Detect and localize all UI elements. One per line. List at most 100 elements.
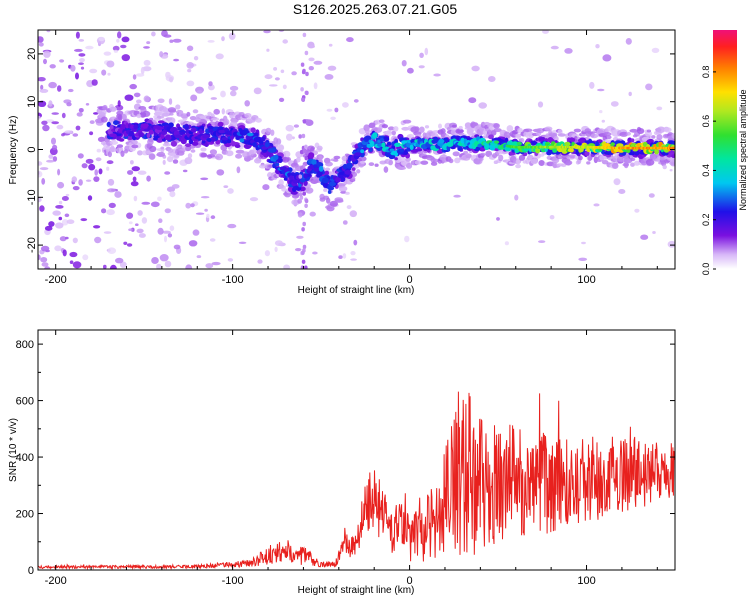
spectrogram-noise-cell [142,66,152,72]
spectrogram-noise-cell [54,245,62,252]
spectrogram-streak-cell [298,174,303,179]
spectrogram-noise-cell [129,83,137,90]
spectrogram-noise-cell [578,257,588,261]
spectrogram-track-cell [234,144,241,149]
snr-ytick-label: 200 [16,509,34,521]
spectrogram-noise-cell [38,161,43,166]
spectrogram-noise-cell [280,69,285,74]
spectrogram-halo-cell [333,155,341,160]
spectrogram-xtick-label: 100 [577,274,595,286]
spectrogram-noise-cell [263,30,271,34]
snr-xtick-label: -100 [222,575,244,587]
spectrogram-halo-cell [149,145,157,153]
spectrogram-halo-cell [213,108,220,115]
spectrogram-noise-cell [184,157,193,165]
spectrogram-halo-cell [479,157,484,161]
spectrogram-halo-cell [359,156,367,162]
spectrogram-noise-cell [72,261,82,269]
spectrogram-noise-cell [334,107,339,113]
spectrogram-noise-cell [128,221,133,225]
spectrogram-track-cell [185,143,191,148]
spectrogram-track-cell [364,135,372,141]
spectrogram-halo-cell [523,128,533,133]
spectrogram-noise-cell [40,84,44,90]
spectrogram-noise-cell [581,241,586,245]
spectrogram-noise-cell [175,104,181,110]
spectrogram-noise-cell [338,255,343,259]
spectrogram-noise-cell [193,56,199,61]
spectrogram-noise-cell [132,74,137,80]
spectrogram-halo-cell [516,158,521,165]
spectrogram-track-cell [133,124,138,130]
spectrogram-noise-cell [94,236,102,244]
spectrogram-noise-cell [75,72,79,80]
spectrogram-track-cell [260,136,266,142]
spectrogram-track-cell [546,150,552,156]
spectrogram-noise-cell [227,258,234,262]
snr-ytick-label: 800 [16,339,34,351]
spectrogram-track-cell [226,138,232,144]
spectrogram-noise-cell [669,169,673,172]
spectrogram-noise-cell [478,102,488,109]
spectrogram-track-cell [218,129,226,134]
spectrogram-track-cell [383,136,390,142]
spectrogram-halo-cell [419,126,425,133]
spectrogram-halo-cell [626,131,631,136]
spectrogram-halo-cell [235,149,245,154]
spectrogram-halo-cell [515,133,522,140]
spectrogram-track-cell [308,152,315,159]
spectrogram-noise-cell [59,236,67,242]
spectrogram-streak-cell [302,149,307,154]
spectrogram-track-cell [290,190,298,195]
spectrogram-halo-cell [121,113,127,121]
spectrogram-noise-cell [57,85,62,92]
spectrogram-track-cell [295,186,302,192]
spectrogram-track-cell [354,152,362,157]
spectrogram-halo-cell [162,143,171,147]
spectrogram-halo-cell [142,110,151,117]
spectrogram-noise-cell [48,154,54,159]
spectrogram-noise-cell [131,227,135,232]
spectrogram-noise-cell [274,240,283,247]
spectrogram-halo-cell [345,191,350,195]
spectrogram-halo-cell [136,113,142,119]
spectrogram-halo-cell [102,104,108,111]
spectrogram-noise-cell [162,159,166,165]
spectrogram-noise-cell [150,201,160,208]
spectrogram-track-cell [324,170,329,176]
snr-frame [37,329,676,571]
spectrogram-ytick-label: 10 [26,96,38,108]
spectrogram-noise-cell [168,98,173,105]
spectrogram-track-cell [372,132,378,139]
spectrogram-noise-cell [342,253,347,259]
spectrogram-track-cell [198,128,203,135]
spectrogram-noise-cell [103,231,112,234]
spectrogram-track-cell [188,139,194,145]
spectrogram-noise-cell [285,124,294,132]
spectrogram-track-cell [457,146,463,151]
spectrogram-halo-cell [162,107,170,113]
spectrogram-noise-cell [419,52,424,58]
spectrogram-track-cell [344,170,352,175]
spectrogram-noise-cell [103,51,112,56]
spectrogram-noise-cell [38,115,41,120]
spectrogram-halo-cell [120,150,125,157]
spectrogram-halo-cell [160,146,165,150]
spectrogram-halo-cell [116,110,124,116]
spectrogram-noise-cell [72,237,78,244]
spectrogram-halo-cell [368,162,375,167]
spectrogram-streak-cell [299,165,304,171]
spectrogram-track-cell [446,141,454,147]
spectrogram-noise-cell [257,259,263,264]
spectrogram-noise-cell [282,39,289,44]
spectrogram-noise-cell [230,90,237,97]
spectrogram-halo-cell [100,116,108,123]
spectrogram-track-cell [146,132,151,139]
spectrogram-halo-cell [278,179,284,186]
spectrogram-halo-cell [672,158,675,163]
spectrogram-noise-cell [266,48,270,52]
spectrogram-noise-cell [308,66,314,71]
spectrogram-noise-cell [221,36,225,42]
spectrogram-streak-cell [304,50,309,56]
